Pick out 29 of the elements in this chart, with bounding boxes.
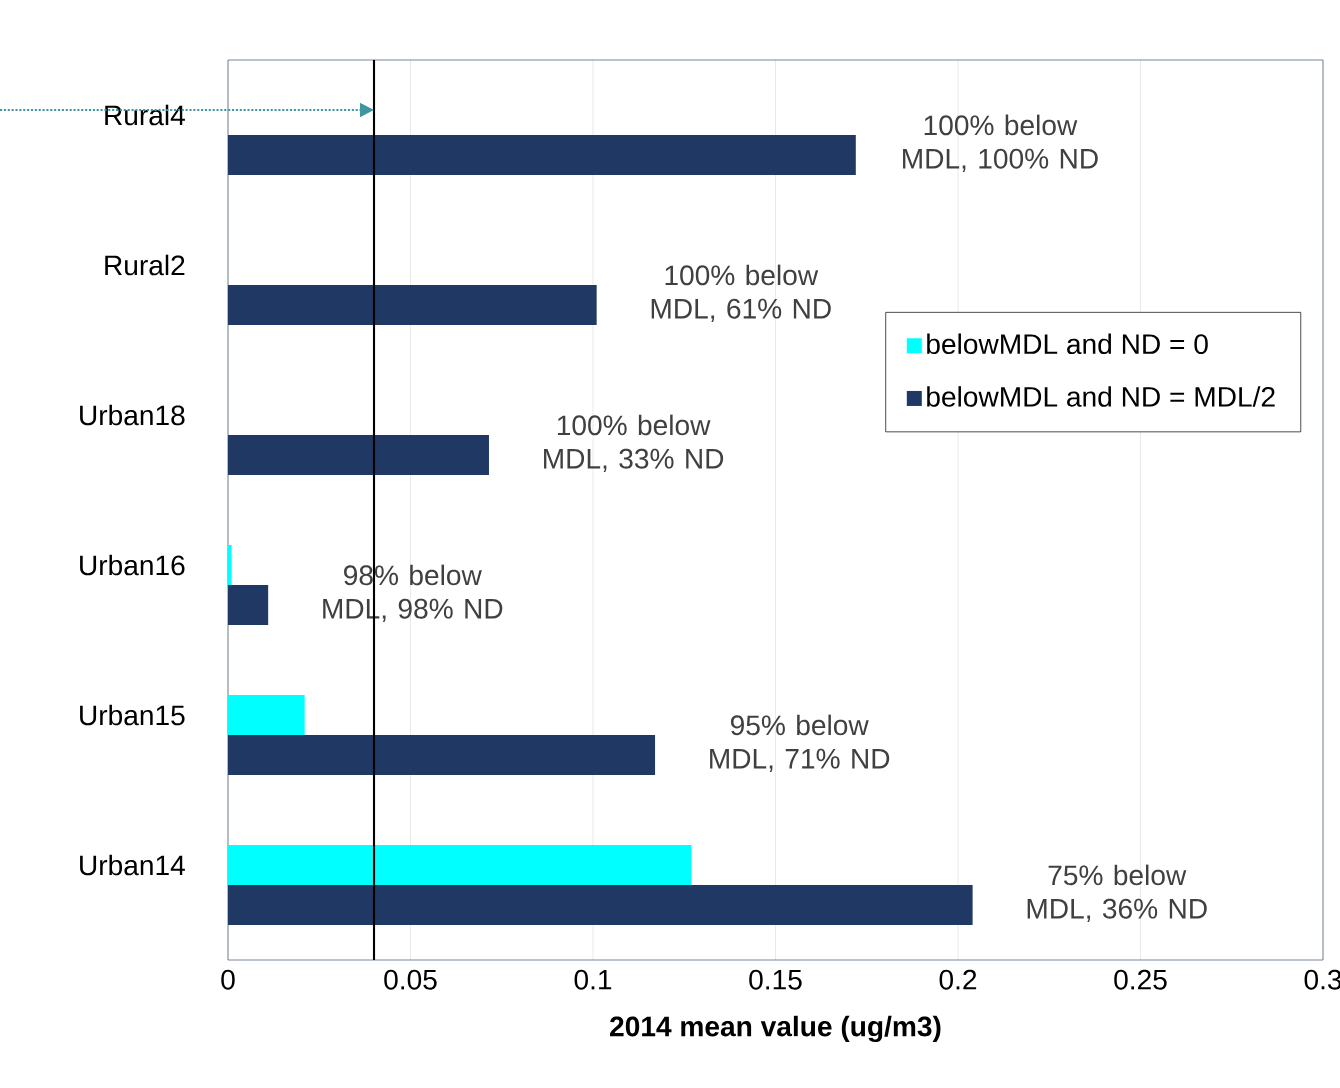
bar [228,735,656,776]
x-tick-label: 0 [221,969,235,990]
y-tick-label: Urban15 [80,704,185,726]
x-tick-label: 0.15 [749,969,802,990]
legend-label: belowMDL and ND = 0 [927,333,1208,355]
y-tick-label: Urban14 [80,854,185,876]
x-tick-label: 0.25 [1114,969,1167,990]
bar [228,135,856,176]
annotation: 75% below MDL, 36% ND [1027,864,1207,922]
x-axis-title: 2014 mean value (ug/m3) [610,1015,941,1043]
y-tick-label: Rural2 [105,254,185,276]
bar [228,435,489,476]
annotation: 100% below MDL, 61% ND [651,264,831,322]
y-tick-label: Rural4 [105,104,185,126]
bar [228,545,232,586]
legend-label: belowMDL and ND = MDL/2 [927,386,1275,407]
annotation: 95% below MDL, 71% ND [710,714,890,772]
bar [228,885,973,926]
y-tick-label: Urban18 [80,404,185,426]
bar [228,285,597,326]
x-tick-label: 0.2 [939,969,977,990]
x-tick-label: 0.05 [384,969,437,990]
x-tick-label: 0.1 [574,969,612,990]
annotation: 100% below MDL, 33% ND [544,414,724,472]
bar [228,695,305,736]
bar [228,585,269,626]
y-tick-label: Urban16 [80,554,185,576]
bar [228,845,692,886]
annotation: 100% below MDL, 100% ND [903,114,1098,172]
